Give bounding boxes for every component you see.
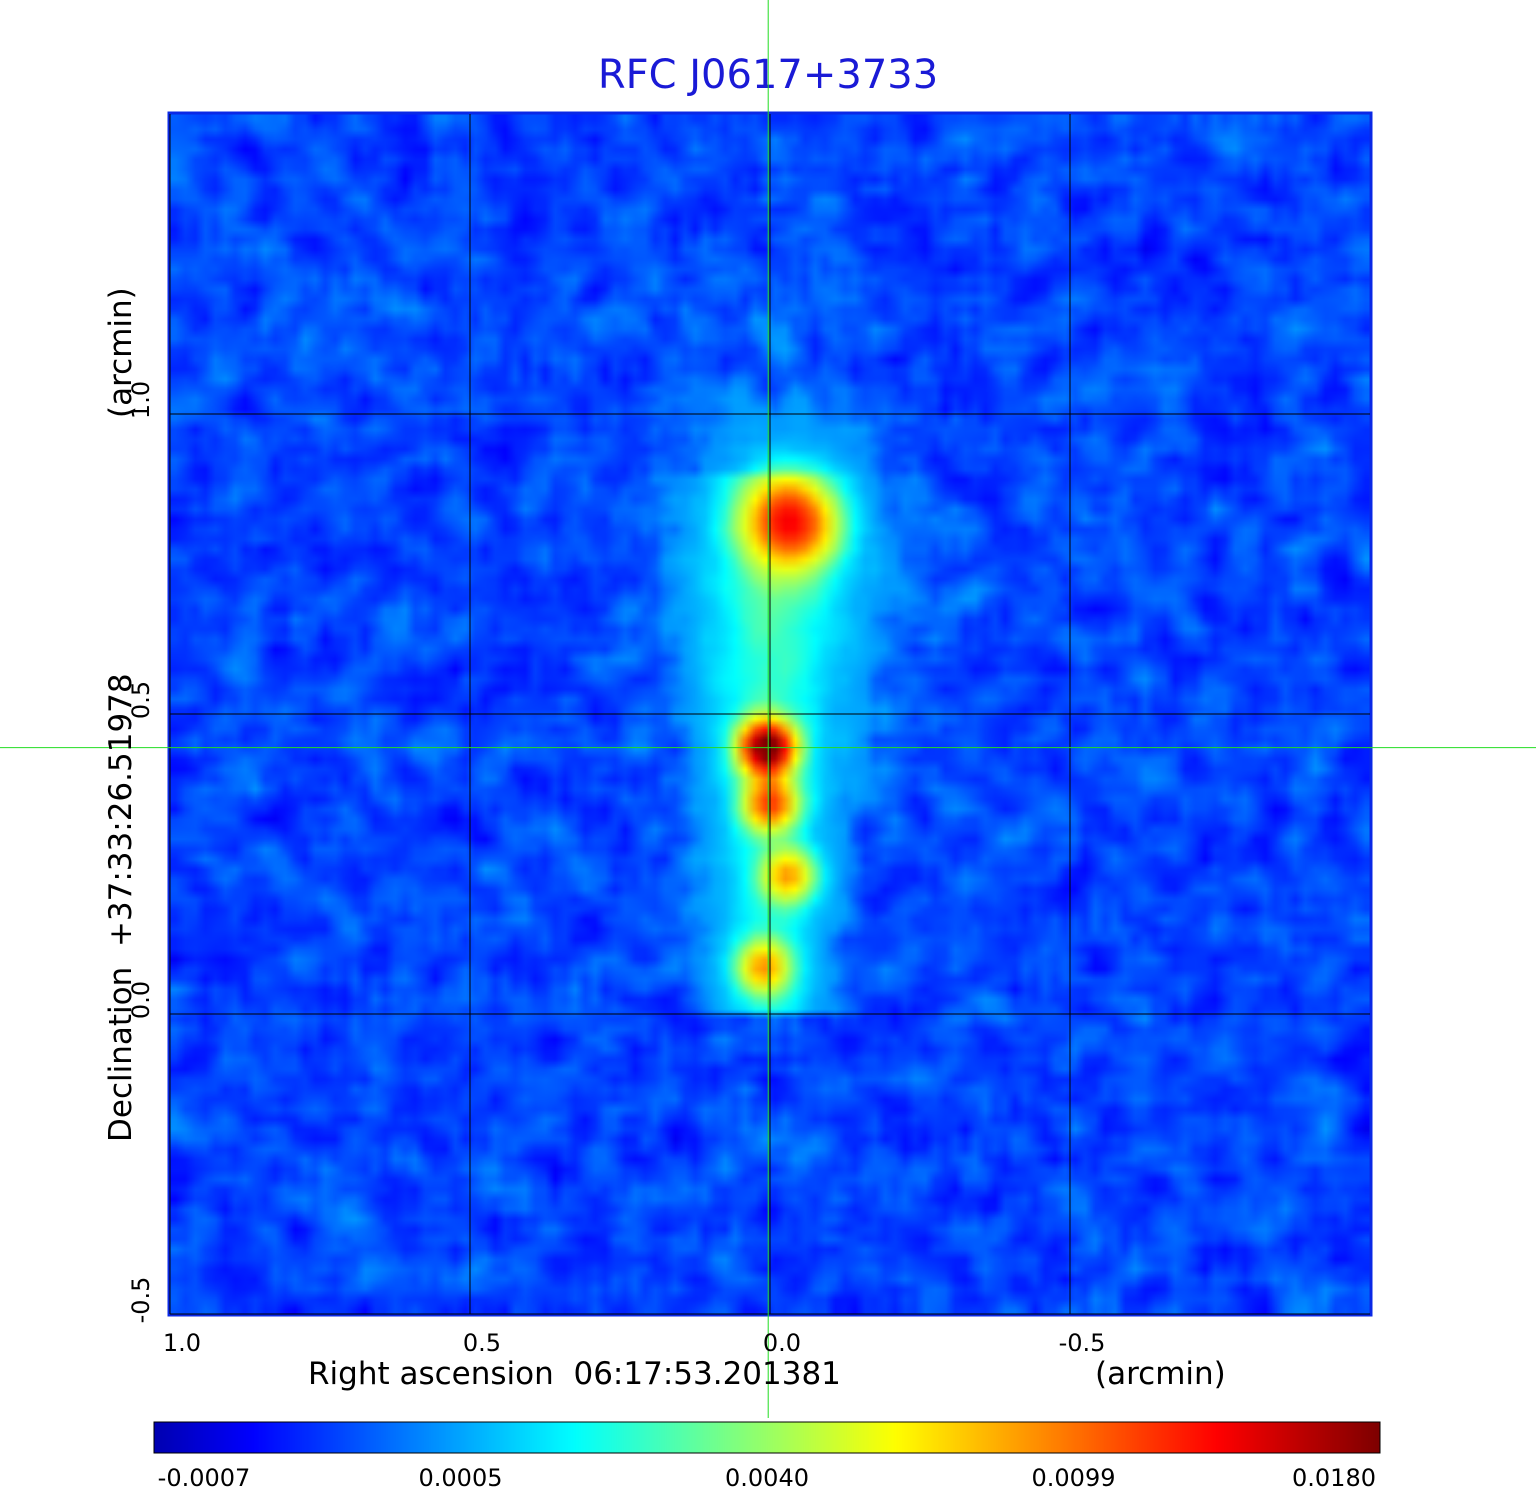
grid-lines <box>169 114 1370 1315</box>
plot-frame <box>167 111 1373 1317</box>
y-axis-label: Declination +37:33:26.51978 <box>103 673 139 1142</box>
x-tick-label: 1.0 <box>163 1329 201 1357</box>
y-tick-label: 0.5 <box>127 681 155 719</box>
colorbar-tick-labels: -0.0007 0.0005 0.0040 0.0099 0.0180 <box>158 1464 1376 1492</box>
y-tick-label: 0.0 <box>127 981 155 1019</box>
crosshair <box>0 0 1536 1418</box>
y-tick-label: -0.5 <box>127 1277 155 1324</box>
x-tick-label: 0.5 <box>463 1329 501 1357</box>
colorbar-tick-label: 0.0180 <box>1292 1464 1376 1492</box>
y-axis-unit: (arcmin) <box>103 287 139 418</box>
colorbar-tick-label: 0.0099 <box>1032 1464 1116 1492</box>
y-tick-labels: -0.5 0.0 0.5 1.0 <box>127 381 155 1324</box>
x-axis-unit: (arcmin) <box>1095 1356 1226 1392</box>
x-axis-label: Right ascension 06:17:53.201381 <box>308 1356 841 1392</box>
x-tick-labels: 1.0 0.5 0.0 -0.5 <box>163 1329 1106 1357</box>
colorbar-gradient <box>154 1422 1380 1453</box>
x-tick-label: 0.0 <box>763 1329 801 1357</box>
y-tick-label: 1.0 <box>127 381 155 419</box>
x-tick-label: -0.5 <box>1059 1329 1106 1357</box>
colorbar-tick-label: -0.0007 <box>158 1464 251 1492</box>
colorbar-frame <box>153 1421 1381 1454</box>
colorbar-tick-label: 0.0040 <box>725 1464 809 1492</box>
colorbar-tick-label: 0.0005 <box>419 1464 503 1492</box>
